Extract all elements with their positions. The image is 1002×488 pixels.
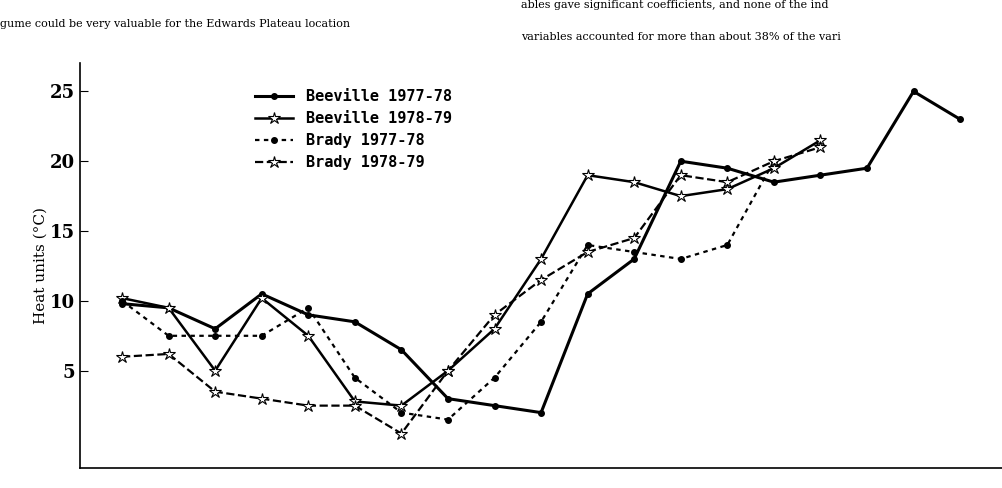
Beeville 1977-78 [303,312,315,318]
Beeville 1977-78 [162,305,174,311]
Text: variables accounted for more than about 38% of the vari: variables accounted for more than about … [521,32,841,41]
Brady 1977-78 [209,333,221,339]
Beeville 1977-78 [349,319,361,325]
Beeville 1977-78 [209,326,221,332]
Brady 1977-78 [396,410,408,416]
Brady 1978-79 [209,389,221,395]
Brady 1978-79 [674,172,686,178]
Beeville 1978-79 [721,186,733,192]
Beeville 1978-79 [209,368,221,374]
Beeville 1977-78 [954,116,966,122]
Brady 1978-79 [303,403,315,408]
Beeville 1977-78 [116,301,128,306]
Beeville 1977-78 [674,158,686,164]
Beeville 1978-79 [162,305,174,311]
Brady 1978-79 [396,430,408,436]
Beeville 1978-79 [768,165,780,171]
Brady 1978-79 [256,396,268,402]
Legend: Beeville 1977-78, Beeville 1978-79, Brady 1977-78, Brady 1978-79: Beeville 1977-78, Beeville 1978-79, Brad… [249,83,458,176]
Brady 1977-78 [303,305,315,311]
Beeville 1977-78 [721,165,733,171]
Brady 1977-78 [256,333,268,339]
Line: Brady 1977-78: Brady 1977-78 [119,159,777,423]
Brady 1978-79 [349,403,361,408]
Y-axis label: Heat units (°C): Heat units (°C) [33,207,47,325]
Beeville 1977-78 [396,347,408,353]
Beeville 1978-79 [396,403,408,408]
Brady 1978-79 [535,277,547,283]
Brady 1977-78 [721,242,733,248]
Beeville 1978-79 [442,368,454,374]
Beeville 1978-79 [116,295,128,301]
Beeville 1977-78 [489,403,501,408]
Beeville 1977-78 [768,179,780,185]
Beeville 1978-79 [581,172,593,178]
Brady 1978-79 [116,354,128,360]
Brady 1977-78 [768,158,780,164]
Beeville 1977-78 [442,396,454,402]
Line: Beeville 1978-79: Beeville 1978-79 [116,134,827,412]
Brady 1977-78 [674,256,686,262]
Line: Beeville 1977-78: Beeville 1977-78 [119,89,963,415]
Brady 1977-78 [116,298,128,304]
Line: Brady 1978-79: Brady 1978-79 [116,141,827,440]
Brady 1977-78 [628,249,640,255]
Brady 1978-79 [628,235,640,241]
Beeville 1978-79 [535,256,547,262]
Brady 1978-79 [489,312,501,318]
Beeville 1977-78 [815,172,827,178]
Beeville 1977-78 [581,291,593,297]
Beeville 1977-78 [535,410,547,416]
Brady 1977-78 [162,333,174,339]
Brady 1977-78 [442,417,454,423]
Beeville 1977-78 [628,256,640,262]
Beeville 1978-79 [303,333,315,339]
Beeville 1977-78 [861,165,873,171]
Brady 1977-78 [535,319,547,325]
Brady 1978-79 [815,144,827,150]
Brady 1978-79 [581,249,593,255]
Brady 1977-78 [349,375,361,381]
Beeville 1978-79 [349,399,361,405]
Beeville 1978-79 [815,137,827,143]
Beeville 1978-79 [256,295,268,301]
Beeville 1978-79 [489,326,501,332]
Brady 1978-79 [162,351,174,357]
Beeville 1978-79 [674,193,686,199]
Brady 1977-78 [581,242,593,248]
Beeville 1977-78 [256,291,268,297]
Brady 1978-79 [768,158,780,164]
Brady 1978-79 [442,368,454,374]
Text: gume could be very valuable for the Edwards Plateau location: gume could be very valuable for the Edwa… [0,19,350,29]
Brady 1977-78 [489,375,501,381]
Beeville 1977-78 [908,88,920,94]
Beeville 1978-79 [628,179,640,185]
Text: ables gave significant coefficients, and none of the ind: ables gave significant coefficients, and… [521,0,829,10]
Brady 1978-79 [721,179,733,185]
